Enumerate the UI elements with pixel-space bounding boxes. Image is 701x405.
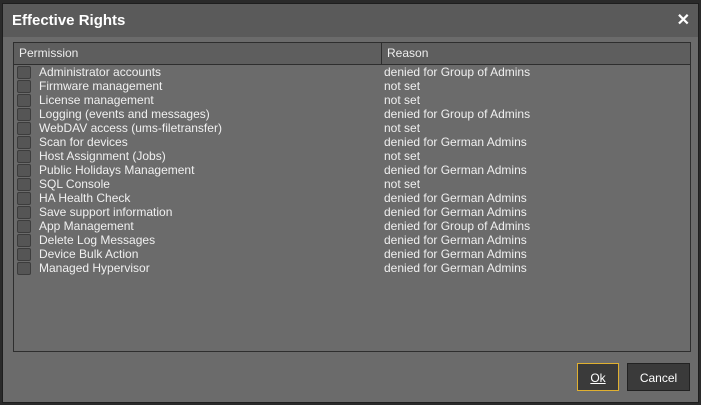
reason: denied for German Admins: [384, 135, 527, 149]
checkbox[interactable]: [17, 261, 31, 275]
checkbox[interactable]: [17, 177, 31, 191]
checkbox[interactable]: [17, 233, 31, 247]
dialog-title-bar: Effective Rights ✕: [3, 4, 698, 37]
reason: not set: [384, 177, 421, 191]
table-row[interactable]: Save support information denied for Germa…: [14, 205, 690, 219]
permission-name: HA Health Check: [39, 191, 131, 205]
reason: not set: [384, 93, 421, 107]
checkbox[interactable]: [17, 121, 31, 135]
permission-name: Save support information: [39, 205, 173, 219]
table-row[interactable]: Administrator accounts denied for Group o…: [14, 65, 690, 79]
checkbox[interactable]: [17, 247, 31, 261]
reason: denied for Group of Admins: [384, 107, 531, 121]
reason: denied for German Admins: [384, 163, 527, 177]
permission-name: WebDAV access (ums-filetransfer): [39, 121, 222, 135]
dialog-title: Effective Rights: [12, 12, 126, 29]
cancel-button[interactable]: Cancel: [627, 363, 690, 391]
permission-name: App Management: [39, 219, 134, 233]
checkbox[interactable]: [17, 93, 31, 107]
close-icon[interactable]: ✕: [676, 12, 690, 29]
permission-name: Scan for devices: [39, 135, 128, 149]
table-row[interactable]: Host Assignment (Jobs) not set: [14, 149, 690, 163]
table-row[interactable]: Logging (events and messages) denied for …: [14, 107, 690, 121]
table-row[interactable]: Public Holidays Management denied for Ger…: [14, 163, 690, 177]
reason: denied for German Admins: [384, 191, 527, 205]
table-row[interactable]: Delete Log Messages denied for German Adm…: [14, 233, 690, 247]
permission-name: Delete Log Messages: [39, 233, 156, 247]
permission-name: Device Bulk Action: [39, 247, 139, 261]
checkbox[interactable]: [17, 79, 31, 93]
reason: denied for German Admins: [384, 205, 527, 219]
permission-name: Public Holidays Management: [39, 163, 195, 177]
permission-name: Administrator accounts: [39, 65, 162, 79]
table-row[interactable]: App Management denied for Group of Admins: [14, 219, 690, 233]
column-header-reason[interactable]: Reason: [387, 46, 429, 60]
table-row[interactable]: Managed Hypervisor denied for German Admi…: [14, 261, 690, 275]
reason: not set: [384, 79, 421, 93]
table-row[interactable]: WebDAV access (ums-filetransfer) not set: [14, 121, 690, 135]
column-header-permission[interactable]: Permission: [14, 43, 382, 64]
checkbox[interactable]: [17, 191, 31, 205]
checkbox[interactable]: [17, 107, 31, 121]
permission-name: Firmware management: [39, 79, 163, 93]
permission-name: Host Assignment (Jobs): [39, 149, 166, 163]
checkbox[interactable]: [17, 149, 31, 163]
checkbox[interactable]: [17, 219, 31, 233]
permission-name: Logging (events and messages): [39, 107, 210, 121]
checkbox[interactable]: [17, 135, 31, 149]
checkbox[interactable]: [17, 163, 31, 177]
reason: denied for Group of Admins: [384, 65, 531, 79]
table-row[interactable]: SQL Console not set: [14, 177, 690, 191]
permission-name: License management: [39, 93, 154, 107]
table-row[interactable]: Device Bulk Action denied for German Admi…: [14, 247, 690, 261]
reason: not set: [384, 121, 421, 135]
table-row[interactable]: HA Health Check denied for German Admins: [14, 191, 690, 205]
checkbox[interactable]: [17, 65, 31, 79]
ok-button[interactable]: Ok: [577, 363, 619, 391]
reason: denied for German Admins: [384, 233, 527, 247]
table-row[interactable]: Firmware management not set: [14, 79, 690, 93]
rights-table: Permission Reason Administrator accounts d…: [13, 42, 691, 352]
reason: denied for Group of Admins: [384, 219, 531, 233]
table-row[interactable]: License management not set: [14, 93, 690, 107]
reason: denied for German Admins: [384, 247, 527, 261]
effective-rights-dialog: Effective Rights ✕ Permission Reason Admin…: [2, 3, 699, 403]
reason: denied for German Admins: [384, 261, 527, 275]
table-row[interactable]: Scan for devices denied for German Admins: [14, 135, 690, 149]
checkbox[interactable]: [17, 205, 31, 219]
reason: not set: [384, 149, 421, 163]
permission-name: Managed Hypervisor: [39, 261, 150, 275]
permission-name: SQL Console: [39, 177, 110, 191]
ok-label: Ok: [590, 371, 606, 385]
